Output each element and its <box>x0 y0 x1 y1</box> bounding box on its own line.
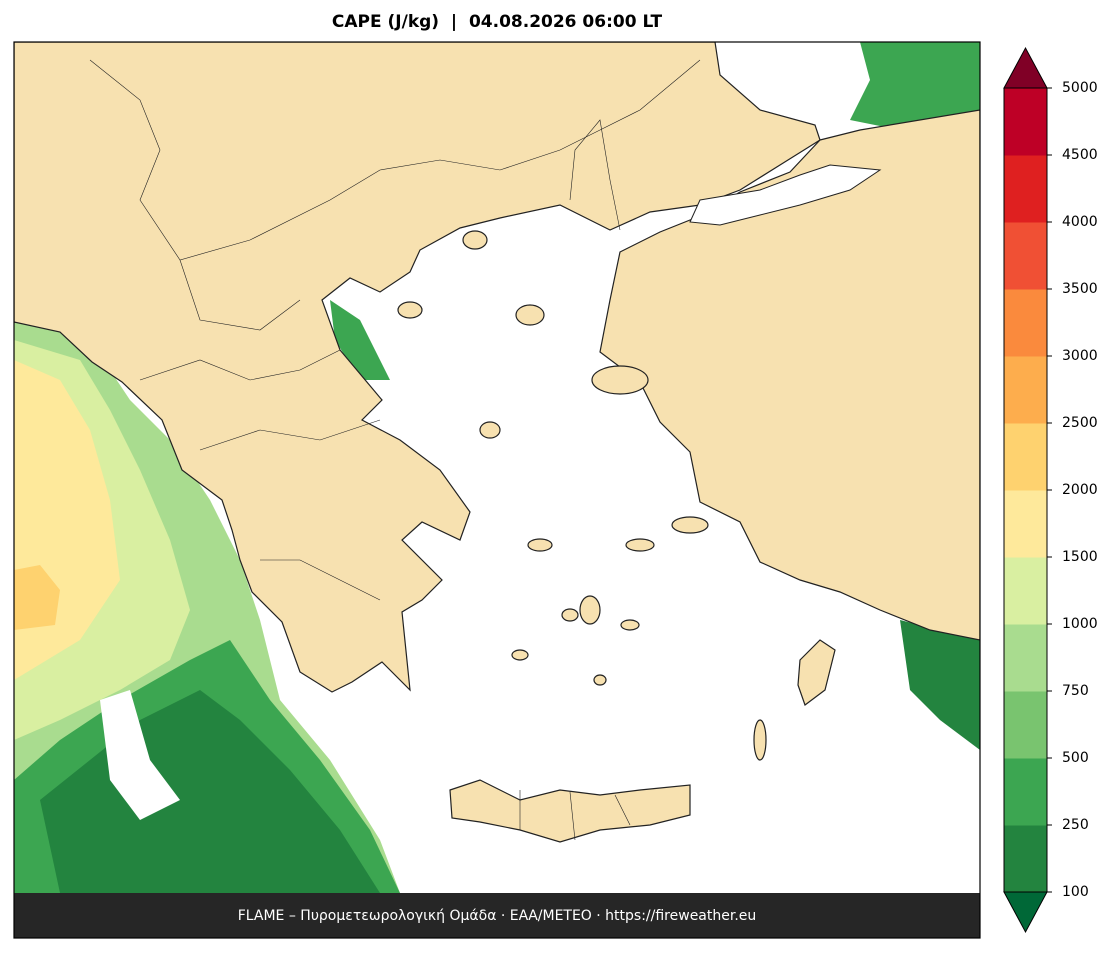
colorbar-tick-label: 250 <box>1062 817 1089 833</box>
cape-field <box>14 565 60 630</box>
colorbar-tick-label: 500 <box>1062 750 1089 766</box>
title: CAPE (J/kg) | 04.08.2026 06:00 LT <box>332 12 663 32</box>
colorbar-over <box>1003 46 1048 89</box>
colorbar-bin <box>1004 557 1047 625</box>
land <box>14 42 980 843</box>
colorbar-bin <box>1004 691 1047 759</box>
cape-field <box>330 300 390 380</box>
colorbar-bin <box>1004 423 1047 491</box>
sea-of-marmara <box>689 164 882 226</box>
colorbar-bin <box>1004 356 1047 424</box>
colorbar-tick-label: 3000 <box>1062 348 1098 364</box>
cape-field <box>900 620 980 750</box>
colorbar-tick-label: 1000 <box>1062 616 1098 632</box>
colorbar-tick-label: 750 <box>1062 683 1089 699</box>
footer-bar <box>14 893 980 938</box>
map <box>14 42 980 893</box>
footer-text: FLAME – Πυρομετεωρολογική Ομάδα · ΕΑΑ/ME… <box>238 908 757 924</box>
borders <box>89 59 701 841</box>
colorbar-tick-label: 5000 <box>1062 80 1098 96</box>
colorbar-tick-label: 2500 <box>1062 415 1098 431</box>
colorbar-tick-label: 4500 <box>1062 147 1098 163</box>
colorbar-tick-label: 1500 <box>1062 549 1098 565</box>
colorbar-bin <box>1004 825 1047 893</box>
colorbar-bin <box>1004 88 1047 156</box>
cape-field-gap <box>100 690 180 820</box>
colorbar-bin <box>1004 624 1047 692</box>
colorbar-bin <box>1004 222 1047 290</box>
colorbar: 100 250 500 750 1000 1500 2000 2500 3000 3500 4000… <box>1003 46 1098 934</box>
colorbar-under <box>1003 891 1048 934</box>
colorbar-tick-label: 3500 <box>1062 281 1098 297</box>
colorbar-tick-label: 100 <box>1062 884 1089 900</box>
colorbar-tick-label: 2000 <box>1062 482 1098 498</box>
colorbar-bin <box>1004 490 1047 558</box>
cape-field <box>850 42 980 130</box>
map-frame <box>13 41 981 939</box>
colorbar-bin <box>1004 155 1047 223</box>
colorbar-bin <box>1004 758 1047 826</box>
colorbar-bin <box>1004 289 1047 357</box>
colorbar-tick-label: 4000 <box>1062 214 1098 230</box>
